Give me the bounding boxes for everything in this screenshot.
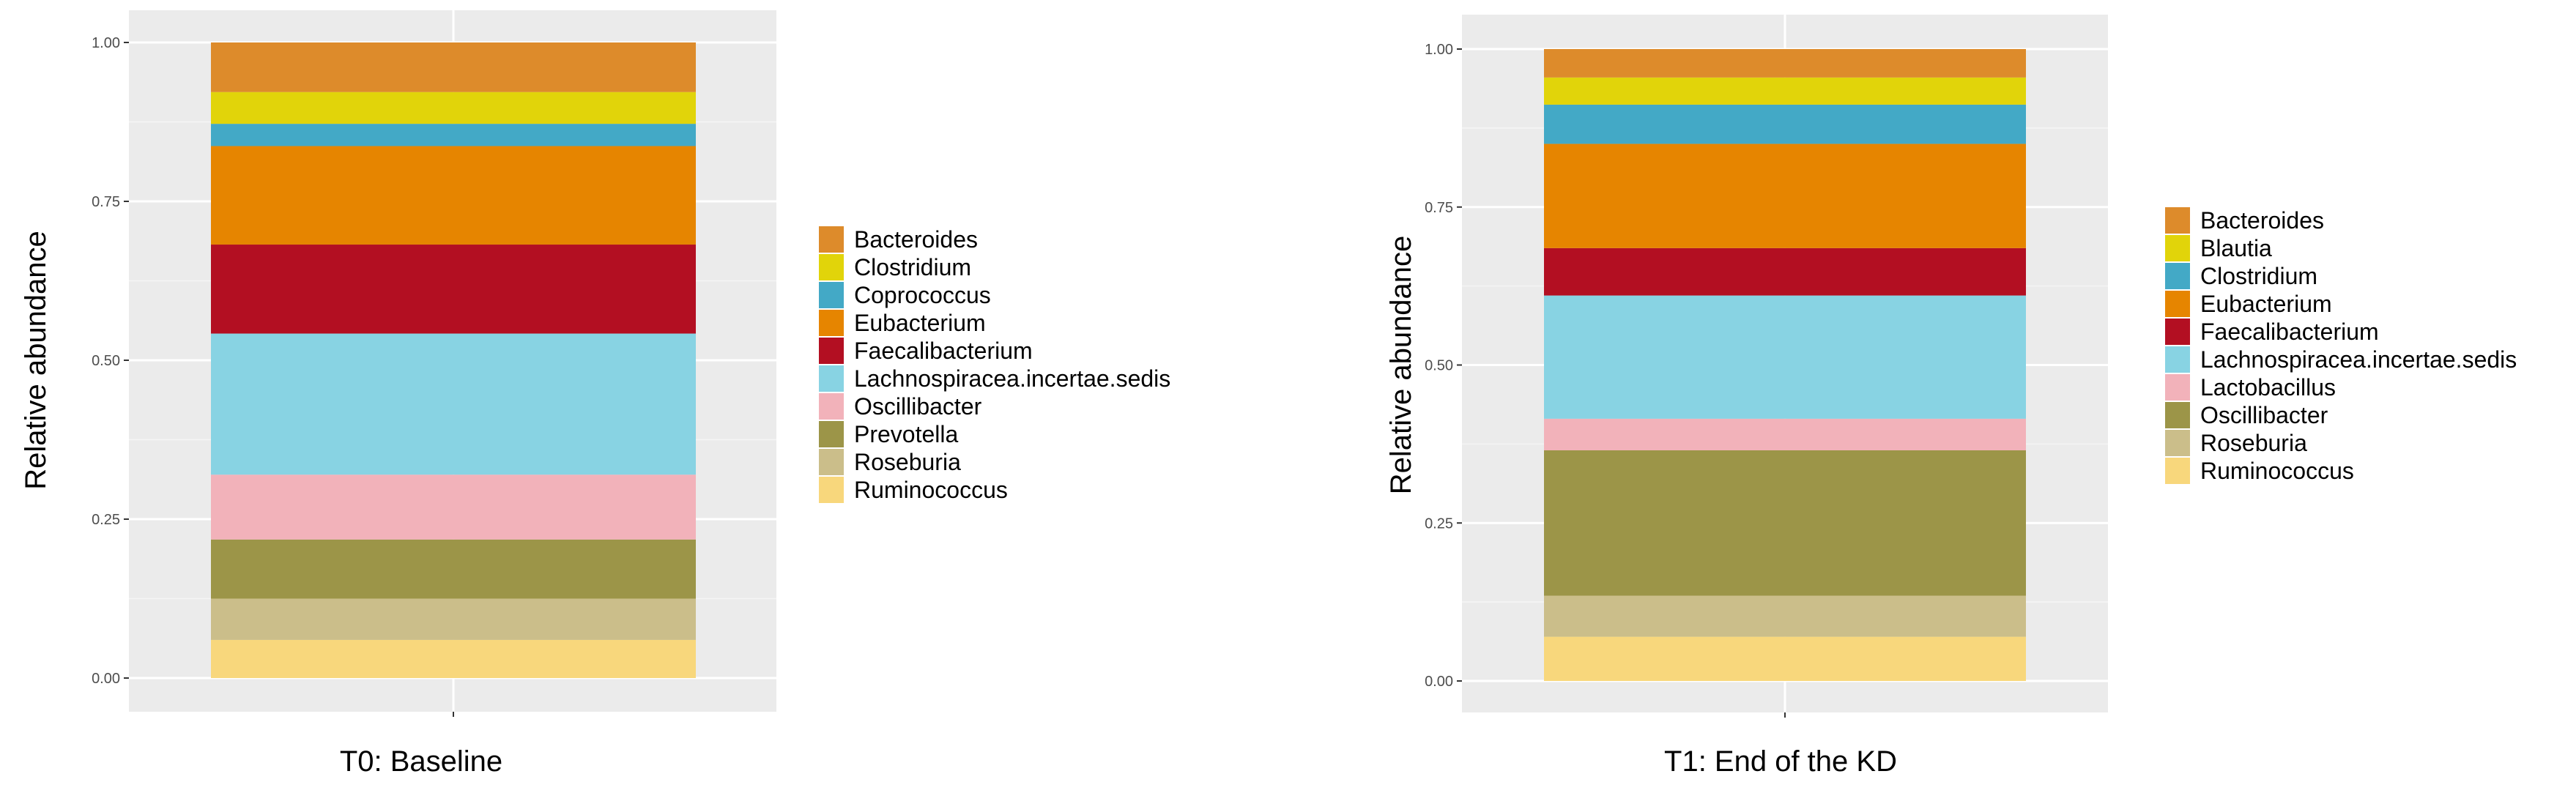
legend-label-oscillibacter: Oscillibacter <box>2200 402 2328 428</box>
legend-key-roseburia <box>819 449 844 475</box>
legend-key-lachnospiracea-incertae-sedis <box>2165 346 2190 373</box>
bar-segment-bacteroides <box>1544 49 2026 78</box>
legend-key-prevotella <box>819 421 844 447</box>
y-tick-label: 1.00 <box>92 35 120 51</box>
legend-key-bacteroides <box>2165 207 2190 234</box>
y-tick-label: 0.75 <box>92 194 120 210</box>
y-tick-label: 0.50 <box>92 353 120 369</box>
bar-segment-faecalibacterium <box>211 245 696 334</box>
legend-label-roseburia: Roseburia <box>2200 430 2307 456</box>
bar-segment-eubacterium <box>211 146 696 245</box>
legend-key-clostridium <box>2165 263 2190 289</box>
bar-segment-coprococcus <box>211 124 696 146</box>
legend-label-lachnospiracea-incertae-sedis: Lachnospiracea.incertae.sedis <box>854 365 1170 392</box>
legend-label-lachnospiracea-incertae-sedis: Lachnospiracea.incertae.sedis <box>2200 346 2517 373</box>
legend-label-bacteroides: Bacteroides <box>2200 207 2324 234</box>
legend-key-lactobacillus <box>2165 374 2190 401</box>
legend-key-ruminococcus <box>2165 458 2190 484</box>
legend-key-bacteroides <box>819 226 844 253</box>
bar-segment-oscillibacter <box>1544 450 2026 596</box>
legend-key-coprococcus <box>819 282 844 308</box>
y-tick-label: 0.25 <box>1425 515 1453 532</box>
legend-label-ruminococcus: Ruminococcus <box>854 477 1008 503</box>
legend-key-ruminococcus <box>819 477 844 503</box>
legend-key-roseburia <box>2165 430 2190 456</box>
legend-key-faecalibacterium <box>2165 319 2190 345</box>
legend-label-bacteroides: Bacteroides <box>854 226 978 253</box>
chart-t0-svg: 0.00 0.25 0.50 0.75 1.00 Relative abundance Ba… <box>20 10 1170 778</box>
bar-segment-faecalibacterium <box>1544 247 2026 296</box>
legend-label-faecalibacterium: Faecalibacterium <box>854 338 1033 364</box>
bar-segment-roseburia <box>211 598 696 640</box>
legend-label-eubacterium: Eubacterium <box>2200 291 2332 317</box>
legend-label-ruminococcus: Ruminococcus <box>2200 458 2354 484</box>
legend-label-clostridium: Clostridium <box>854 254 971 280</box>
chart-t1-end-of-kd: 0.00 0.25 0.50 0.75 1.00 Relative abundance Ba… <box>1288 0 2576 793</box>
bar-segment-prevotella <box>211 539 696 599</box>
legend-key-oscillibacter <box>819 393 844 420</box>
bar-segment-lactobacillus <box>1544 418 2026 451</box>
legend-key-faecalibacterium <box>819 338 844 364</box>
legend-key-eubacterium <box>2165 291 2190 317</box>
legend-key-eubacterium <box>819 310 844 336</box>
bar-segment-clostridium <box>211 92 696 124</box>
legend-label-oscillibacter: Oscillibacter <box>854 393 982 420</box>
bar-segment-lachnospiracea-incertae-sedis <box>1544 295 2026 419</box>
chart-t1-svg: 0.00 0.25 0.50 0.75 1.00 Relative abundance Ba… <box>1385 15 2517 778</box>
legend-key-oscillibacter <box>2165 402 2190 428</box>
bar-segment-roseburia <box>1544 595 2026 637</box>
y-tick-label: 0.00 <box>1425 674 1453 690</box>
legend-label-roseburia: Roseburia <box>854 449 961 475</box>
y-tick-label: 0.00 <box>92 671 120 687</box>
bar-segment-oscillibacter <box>211 474 696 540</box>
legend-key-clostridium <box>819 254 844 280</box>
y-tick-label: 0.75 <box>1425 200 1453 216</box>
y-tick-label: 0.25 <box>92 512 120 528</box>
bar-segment-bacteroides <box>211 42 696 92</box>
bar-segment-blautia <box>1544 77 2026 105</box>
legend-label-prevotella: Prevotella <box>854 421 959 447</box>
legend-label-eubacterium: Eubacterium <box>854 310 986 336</box>
legend-label-clostridium: Clostridium <box>2200 263 2317 289</box>
y-axis-title: Relative abundance <box>1385 236 1417 495</box>
legend-label-blautia: Blautia <box>2200 235 2272 261</box>
legend-key-blautia <box>2165 235 2190 261</box>
y-tick-label: 0.50 <box>1425 358 1453 374</box>
chart-title: T1: End of the KD <box>1664 745 1897 778</box>
y-tick-label: 1.00 <box>1425 42 1453 58</box>
legend-key-lachnospiracea-incertae-sedis <box>819 365 844 392</box>
legend-label-faecalibacterium: Faecalibacterium <box>2200 319 2379 345</box>
bar-segment-clostridium <box>1544 104 2026 144</box>
bar-segment-eubacterium <box>1544 144 2026 248</box>
y-axis-title: Relative abundance <box>20 231 52 490</box>
bar-segment-ruminococcus <box>211 639 696 678</box>
bar-segment-ruminococcus <box>1544 636 2026 681</box>
bar-segment-lachnospiracea-incertae-sedis <box>211 333 696 475</box>
chart-t0-baseline: 0.00 0.25 0.50 0.75 1.00 Relative abundance Ba… <box>20 10 1170 778</box>
chart-title: T0: Baseline <box>340 745 502 778</box>
legend-label-coprococcus: Coprococcus <box>854 282 991 308</box>
legend-label-lactobacillus: Lactobacillus <box>2200 374 2336 401</box>
